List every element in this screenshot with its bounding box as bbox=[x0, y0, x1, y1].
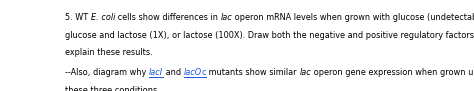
Text: operon mRNA levels when grown with glucose (undetectable),: operon mRNA levels when grown with gluco… bbox=[232, 13, 474, 22]
Text: explain these results.: explain these results. bbox=[65, 48, 152, 57]
Text: lacI: lacI bbox=[149, 68, 163, 77]
Text: cells show differences in: cells show differences in bbox=[115, 13, 220, 22]
Text: these three conditions.: these three conditions. bbox=[65, 86, 160, 91]
Text: E. coli: E. coli bbox=[91, 13, 115, 22]
Text: operon gene expression when grown under: operon gene expression when grown under bbox=[311, 68, 474, 77]
Text: mutants show similar: mutants show similar bbox=[206, 68, 299, 77]
Text: glucose and lactose (1X), or lactose (100X). Draw both the negative and positive: glucose and lactose (1X), or lactose (10… bbox=[65, 31, 474, 40]
Text: c: c bbox=[201, 68, 206, 77]
Text: and: and bbox=[163, 68, 183, 77]
Text: lacO: lacO bbox=[183, 68, 201, 77]
Text: --Also, diagram why: --Also, diagram why bbox=[65, 68, 149, 77]
Text: lac: lac bbox=[299, 68, 311, 77]
Text: 5. WT: 5. WT bbox=[65, 13, 91, 22]
Text: lac: lac bbox=[220, 13, 232, 22]
